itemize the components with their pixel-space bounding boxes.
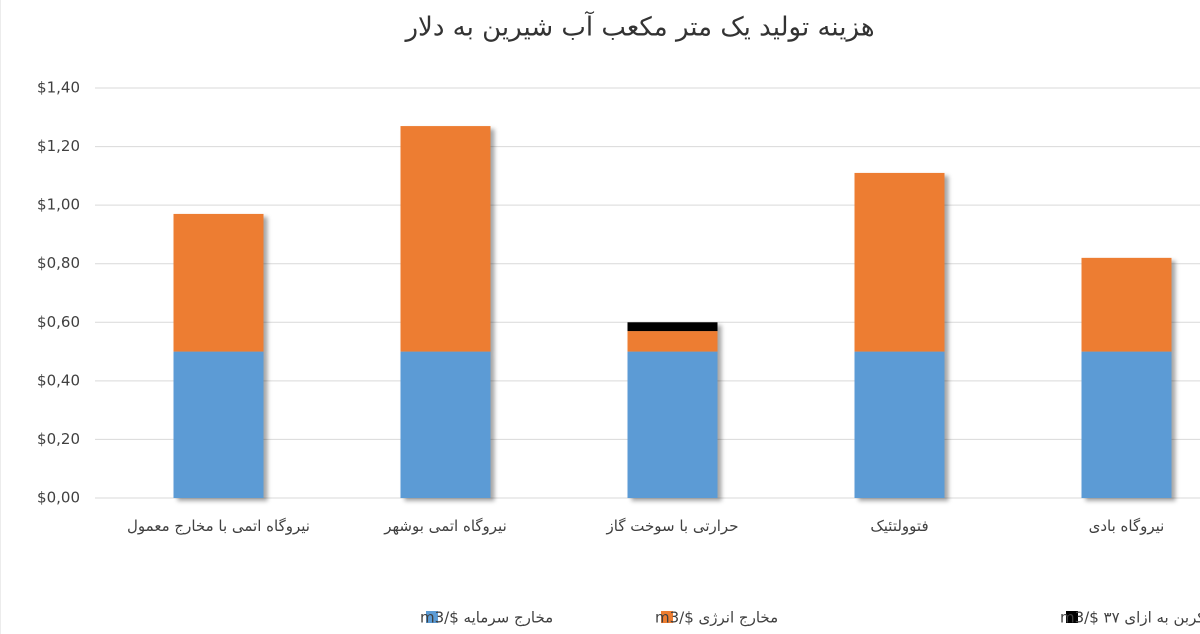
bar-segment — [400, 351, 491, 498]
bar-segment — [400, 126, 491, 352]
bar-segment — [173, 213, 264, 352]
y-tick-label: $1,40 — [37, 79, 80, 97]
legend-swatch — [1066, 611, 1078, 623]
legend-label: مخارج دی اکسید کربن به ازای ۳۷ $/m3 — [1060, 609, 1200, 628]
x-tick-label: حرارتی با سوخت گاز — [606, 517, 739, 535]
y-tick-label: $1,00 — [37, 196, 80, 214]
x-tick-label-box: حرارتی با سوخت گاز — [606, 517, 739, 535]
y-tick-label: $1,20 — [37, 137, 80, 155]
x-tick-label-box: فتوولتئیک — [870, 517, 929, 535]
x-tick-label: نیروگاه اتمی با مخارج معمول — [127, 517, 310, 535]
x-tick-label-box: نیروگاه اتمی بوشهر — [384, 517, 507, 535]
x-tick-label: فتوولتئیک — [870, 517, 929, 535]
bar-segment — [1081, 257, 1172, 352]
bar-segment — [854, 172, 945, 352]
bar-segment — [1081, 351, 1172, 498]
legend-swatch — [661, 611, 673, 623]
bar-segment — [627, 331, 718, 352]
y-tick-label: $0,60 — [37, 313, 80, 331]
x-tick-label-box: نیروگاه اتمی با مخارج معمول — [127, 517, 310, 535]
bar-stack — [854, 172, 945, 498]
bar-segment — [627, 322, 718, 332]
y-tick-label: $0,20 — [37, 430, 80, 448]
legend-label: مخارج انرژی $/m3 — [655, 609, 778, 628]
y-tick-label: $0,80 — [37, 254, 80, 272]
y-tick-label: $0,00 — [37, 489, 80, 507]
x-tick-label-box: نیروگاه بادی — [1088, 517, 1165, 535]
bar-segment — [854, 351, 945, 498]
bar-segment — [627, 351, 718, 498]
chart-title: هزینه تولید یک متر مکعب آب شیرین به دلار — [403, 11, 874, 43]
x-tick-label: نیروگاه اتمی بوشهر — [384, 517, 507, 535]
bar-stack — [1081, 257, 1172, 498]
bar-stack — [627, 322, 718, 498]
bar-stack — [173, 213, 264, 498]
y-tick-label: $0,40 — [37, 371, 80, 389]
bar-stack — [400, 126, 491, 498]
legend-swatch — [426, 611, 438, 623]
bar-segment — [173, 351, 264, 498]
legend-label: مخارج سرمایه $/m3 — [420, 609, 553, 628]
x-tick-label: نیروگاه بادی — [1088, 517, 1165, 535]
